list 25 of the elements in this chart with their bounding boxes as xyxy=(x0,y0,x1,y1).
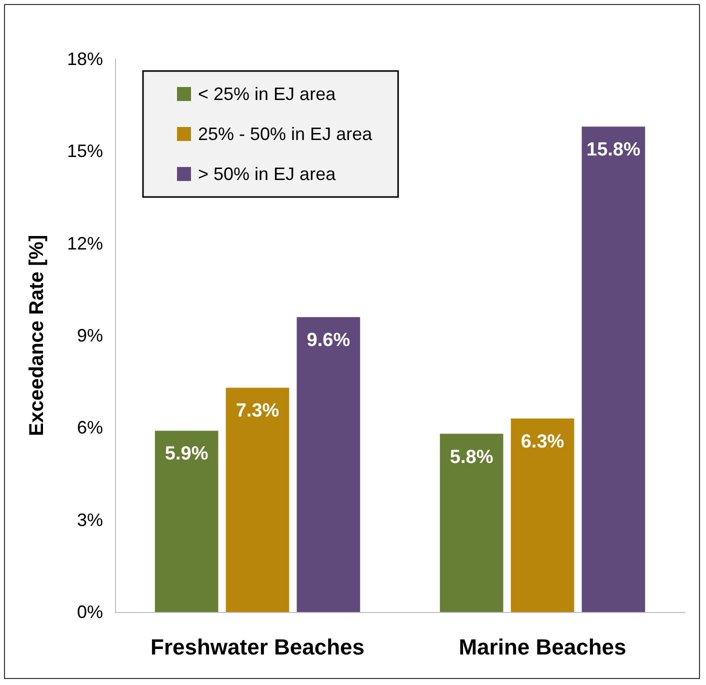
y-tick-label: 9% xyxy=(76,326,103,346)
y-tick-label: 3% xyxy=(76,510,103,530)
y-tick-label: 18% xyxy=(66,49,103,69)
bar xyxy=(510,418,574,612)
y-tick-label: 0% xyxy=(76,602,103,622)
y-tick-label: 12% xyxy=(66,233,103,254)
data-label: 5.8% xyxy=(450,446,494,468)
bar xyxy=(582,126,646,612)
data-label: 15.8% xyxy=(586,140,640,161)
data-label: 7.3% xyxy=(236,400,280,422)
legend-label: > 50% in EJ area xyxy=(198,164,337,184)
x-tick-label: Freshwater Beaches xyxy=(150,634,364,660)
data-label: 5.9% xyxy=(164,444,208,465)
data-label: 6.3% xyxy=(520,431,564,452)
y-axis-title: Exceedance Rate [%] xyxy=(26,234,48,436)
data-label: 9.6% xyxy=(306,330,350,352)
bar xyxy=(440,434,504,612)
legend-label: 25% - 50% in EJ area xyxy=(198,124,374,144)
x-tick-label: Marine Beaches xyxy=(458,634,626,660)
y-tick-label: 15% xyxy=(66,141,103,162)
bar xyxy=(154,430,218,612)
bar xyxy=(226,388,290,612)
bar xyxy=(296,317,360,612)
legend-label: < 25% in EJ area xyxy=(198,84,337,104)
y-tick-label: 6% xyxy=(76,418,103,438)
